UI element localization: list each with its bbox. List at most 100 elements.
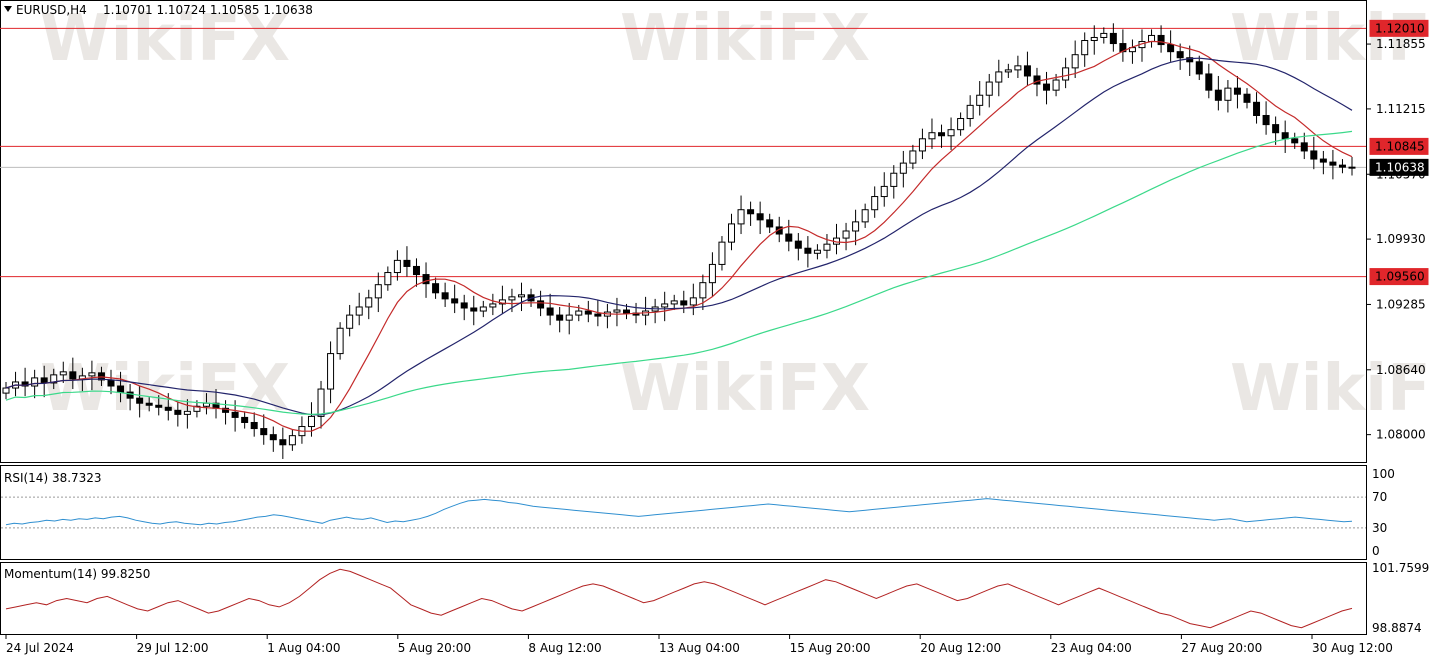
momentum-tick-label: 98.8874	[1372, 621, 1422, 635]
candle-body	[145, 402, 153, 406]
symbol-label: EURUSD,H4	[16, 3, 87, 17]
candle-body	[1195, 61, 1203, 75]
time-tick-label: 27 Aug 20:00	[1181, 641, 1262, 655]
level-tag-box	[1369, 137, 1429, 155]
candle-body	[365, 297, 373, 308]
ma-slow-line	[5, 130, 1353, 416]
candle-body	[1148, 34, 1156, 43]
dropdown-triangle-icon[interactable]	[4, 6, 12, 12]
candle-body	[670, 300, 678, 305]
ma-mid-line	[5, 57, 1353, 416]
price-pane-frame	[0, 0, 1367, 463]
candle-body	[1186, 57, 1194, 63]
rsi-tick-label: 70	[1372, 490, 1387, 504]
candle-body	[346, 314, 354, 329]
candle-body	[1262, 114, 1270, 126]
candle-body	[336, 327, 344, 355]
candlesticks	[2, 23, 1356, 459]
candle-body	[1090, 36, 1098, 42]
time-tick-label: 30 Aug 12:00	[1312, 641, 1393, 655]
level-tag-box	[1369, 268, 1429, 286]
level-tag-label: 1.09560	[1375, 270, 1425, 284]
candle-body	[50, 374, 58, 384]
candle-body	[69, 371, 77, 380]
candle-body	[995, 71, 1003, 83]
candle-body	[909, 150, 917, 164]
candle-body	[327, 353, 335, 390]
candle-body	[918, 138, 926, 152]
candle-body	[861, 209, 869, 223]
candle-body	[938, 132, 946, 137]
candle-body	[613, 309, 621, 313]
candle-body	[403, 259, 411, 267]
candle-body	[966, 104, 974, 120]
candle-body	[565, 314, 573, 321]
candle-body	[269, 434, 277, 441]
candle-body	[1043, 83, 1051, 91]
candle-body	[412, 265, 420, 276]
candle-body	[422, 274, 430, 285]
candle-body	[947, 129, 955, 137]
watermark: WikiFX	[40, 2, 290, 76]
candle-body	[699, 282, 707, 299]
candle-body	[1176, 51, 1184, 59]
candle-body	[164, 406, 172, 411]
time-tick-label: 23 Aug 04:00	[1051, 641, 1132, 655]
candle-body	[556, 314, 564, 321]
rsi-pane-frame	[0, 465, 1367, 560]
candle-body	[775, 226, 783, 235]
price-tick-label: 1.11855	[1376, 37, 1426, 51]
candle-body	[1167, 44, 1175, 53]
candle-body	[40, 377, 48, 384]
candle-body	[1081, 40, 1089, 56]
candle-body	[1272, 124, 1280, 134]
candle-body	[1233, 87, 1241, 95]
candle-body	[384, 272, 392, 286]
time-tick-label: 15 Aug 20:00	[790, 641, 871, 655]
candle-body	[241, 416, 249, 423]
moving-averages	[5, 40, 1353, 432]
candle-body	[1062, 67, 1070, 81]
candle-body	[794, 240, 802, 249]
candle-body	[928, 132, 936, 140]
candle-body	[728, 223, 736, 243]
candle-body	[231, 411, 239, 418]
time-tick-label: 13 Aug 04:00	[659, 641, 740, 655]
candle-body	[59, 371, 67, 376]
candle-body	[193, 405, 201, 412]
candle-body	[88, 372, 96, 377]
ohlc-label: 1.10701 1.10724 1.10585 1.10638	[103, 3, 313, 17]
candle-body	[985, 81, 993, 96]
rsi-axis: 100 70 30 0	[1372, 467, 1395, 558]
candle-body	[1300, 142, 1308, 152]
candle-body	[393, 259, 401, 274]
candle-body	[813, 249, 821, 254]
candle-body	[307, 415, 315, 428]
candle-body	[1023, 65, 1031, 77]
time-tick-label: 24 Jul 2024	[6, 641, 74, 655]
watermark: WikiFX	[1230, 2, 1429, 76]
current-price-tag-label: 1.10638	[1375, 160, 1425, 174]
candle-body	[852, 221, 860, 232]
candle-body	[1205, 73, 1213, 91]
candle-body	[823, 243, 831, 251]
time-tick-label: 1 Aug 04:00	[267, 641, 340, 655]
candle-body	[508, 296, 516, 301]
candle-body	[1281, 132, 1289, 140]
candle-body	[470, 307, 478, 312]
candle-body	[708, 263, 716, 284]
candle-body	[126, 391, 134, 399]
candle-body	[842, 230, 850, 239]
candle-body	[21, 381, 29, 387]
candle-body	[766, 219, 774, 228]
candle-body	[317, 388, 325, 417]
rsi-plot	[1, 496, 1366, 529]
candle-body	[1071, 54, 1079, 69]
price-tick-label: 1.09285	[1376, 297, 1426, 311]
candle-body	[1109, 32, 1117, 45]
rsi-line	[5, 498, 1353, 526]
momentum-axis: 101.7599 98.8874	[1372, 561, 1429, 635]
candle-body	[546, 307, 554, 316]
candle-body	[183, 410, 191, 415]
